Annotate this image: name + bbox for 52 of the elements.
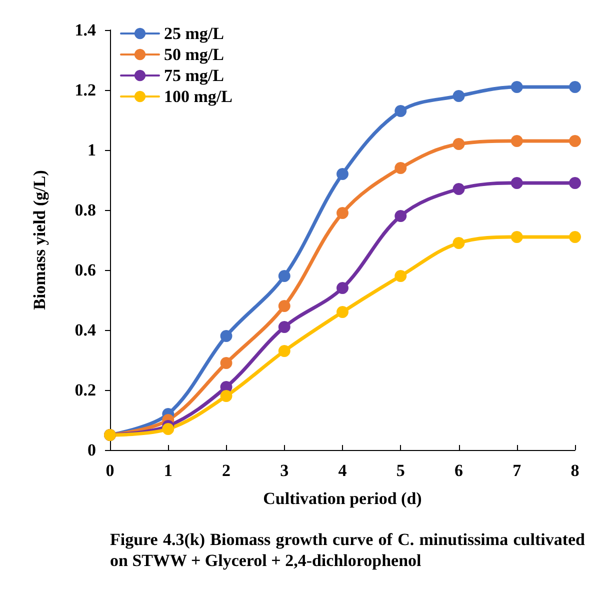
point [278, 300, 290, 312]
point [220, 357, 232, 369]
y-tick-label: 1.4 [74, 20, 96, 40]
point [569, 81, 581, 93]
point [452, 237, 465, 249]
x-tick-label: 2 [222, 461, 230, 480]
point [220, 330, 232, 342]
point [510, 177, 523, 189]
legend-label: 75 mg/L [164, 66, 224, 85]
point [569, 135, 581, 147]
caption: Figure 4.3(k) Biomass growth curve of C. minutissima cultivated on STWW + Glycerol + 2,4-dichlorophenol [110, 529, 585, 571]
point [510, 135, 523, 147]
point [336, 168, 348, 180]
point [278, 345, 290, 357]
legend-label: 25 mg/L [164, 24, 224, 43]
point [336, 282, 348, 294]
point [336, 207, 348, 219]
y-tick-label: 0.4 [74, 320, 96, 340]
y-tick-label: 1 [88, 140, 96, 160]
y-tick-label: 0.8 [74, 200, 96, 220]
x-tick-label: 1 [164, 461, 172, 480]
legend-label: 100 mg/L [164, 87, 232, 106]
point [278, 321, 290, 333]
point [162, 423, 174, 435]
x-tick-label: 7 [512, 461, 522, 480]
point [278, 270, 290, 282]
point [510, 231, 523, 243]
x-tick-label: 8 [570, 461, 580, 480]
point [452, 90, 465, 102]
point [394, 105, 407, 117]
x-tick-label: 3 [280, 461, 289, 480]
point [220, 390, 232, 402]
point [569, 231, 581, 243]
point [510, 81, 523, 93]
point [336, 306, 348, 318]
y-tick-label: 0.6 [74, 260, 96, 280]
point [394, 210, 407, 222]
y-tick-label: 0.2 [74, 380, 96, 400]
legend-label: 50 mg/L [164, 45, 224, 64]
x-tick-label: 4 [338, 461, 348, 480]
x-axis-title: Cultivation period (d) [263, 489, 422, 508]
x-tick-label: 0 [106, 461, 114, 480]
y-tick-label: 0 [88, 440, 96, 460]
point [569, 177, 581, 189]
point [394, 162, 407, 174]
x-tick-label: 6 [454, 461, 463, 480]
y-tick-label: 1.2 [74, 80, 96, 100]
y-axis-title: Biomass yield (g/L) [30, 170, 49, 310]
point [452, 138, 465, 150]
point [394, 270, 407, 282]
x-tick-label: 5 [396, 461, 405, 480]
point [452, 183, 465, 195]
